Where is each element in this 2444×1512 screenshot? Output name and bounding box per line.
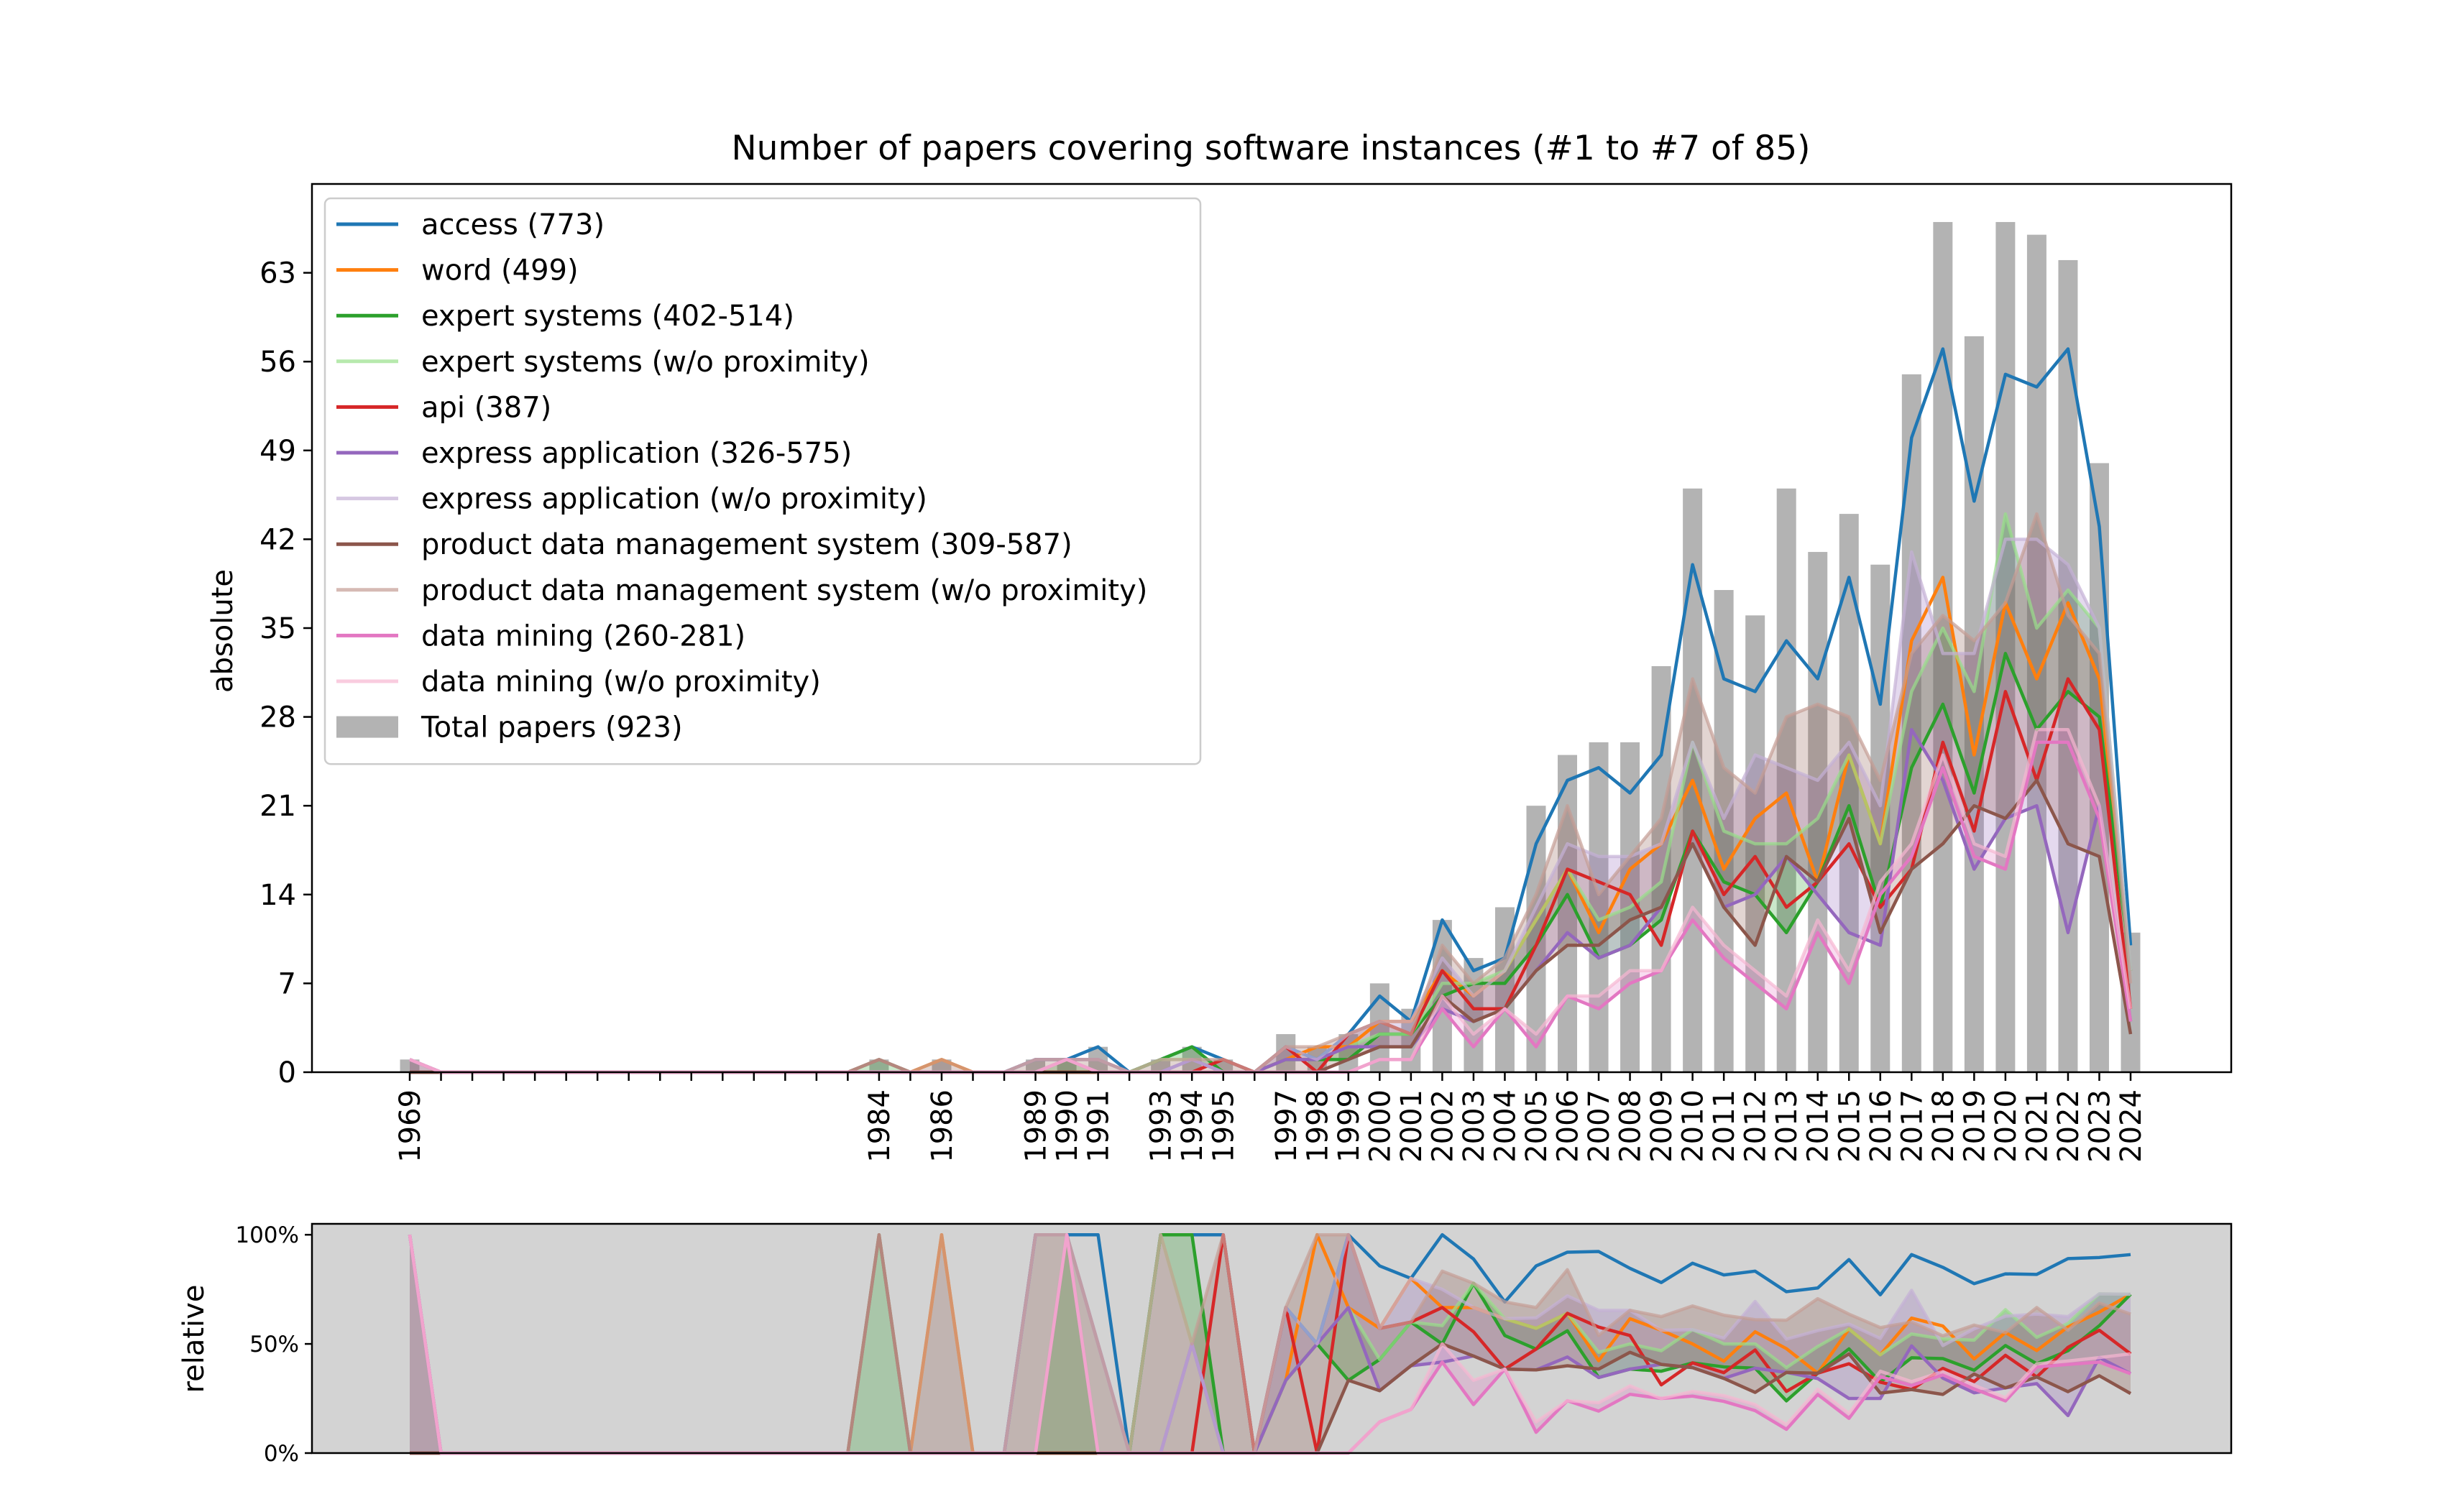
y-axis-label-relative: relative — [178, 1285, 211, 1393]
bar-2019 — [1964, 336, 1984, 1072]
rel-y-tick-label: 50% — [249, 1332, 299, 1357]
x-tick-label: 1991 — [1083, 1089, 1116, 1163]
y-tick-label: 56 — [259, 346, 296, 379]
legend-label-7: product data management system (309-587) — [421, 528, 1072, 561]
x-tick-label: 1989 — [1020, 1089, 1053, 1163]
x-tick-label: 2010 — [1677, 1089, 1710, 1163]
bar-2013 — [1776, 488, 1796, 1072]
x-tick-label: 1999 — [1333, 1089, 1366, 1163]
x-tick-label: 2014 — [1802, 1089, 1835, 1163]
x-tick-label: 1993 — [1145, 1089, 1178, 1163]
x-tick-label: 2020 — [1990, 1089, 2023, 1163]
legend-box — [323, 197, 1202, 765]
legend-label-bars: Total papers (923) — [421, 711, 683, 745]
bar-2009 — [1651, 665, 1671, 1072]
x-tick-label: 2001 — [1395, 1089, 1428, 1163]
x-tick-label: 1984 — [863, 1089, 896, 1163]
rel-y-tick-label: 100% — [235, 1222, 299, 1248]
rel-band-5 — [410, 1235, 2131, 1453]
y-tick-label: 42 — [259, 523, 296, 556]
legend-label-10: data mining (w/o proximity) — [421, 665, 821, 699]
chart-title: Number of papers covering software insta… — [732, 129, 1811, 168]
legend-label-4: api (387) — [421, 391, 551, 424]
x-tick-label: 2007 — [1583, 1089, 1616, 1163]
y-tick-label: 63 — [259, 257, 296, 290]
x-tick-label: 2003 — [1458, 1089, 1491, 1163]
bar-2014 — [1808, 552, 1828, 1072]
x-tick-label: 2006 — [1552, 1089, 1585, 1163]
x-tick-label: 1969 — [394, 1089, 427, 1163]
x-tick-label: 2005 — [1520, 1089, 1553, 1163]
band-5 — [410, 539, 2131, 1072]
legend-bar-swatch — [336, 716, 398, 738]
x-tick-label: 1998 — [1301, 1089, 1334, 1163]
x-tick-label: 2024 — [2115, 1089, 2148, 1163]
legend-label-1: word (499) — [421, 254, 579, 287]
x-tick-label: 2000 — [1364, 1089, 1397, 1163]
x-tick-label: 2002 — [1426, 1089, 1459, 1163]
x-tick-label: 2011 — [1708, 1089, 1741, 1163]
y-tick-label: 14 — [259, 879, 296, 912]
y-tick-label: 7 — [278, 967, 296, 1000]
bar-2022 — [2058, 259, 2078, 1072]
x-tick-label: 2015 — [1833, 1089, 1866, 1163]
x-tick-label: 2016 — [1865, 1089, 1898, 1163]
legend-label-0: access (773) — [421, 208, 605, 241]
y-tick-label: 0 — [278, 1056, 296, 1089]
legend-label-6: express application (w/o proximity) — [421, 483, 927, 516]
y-tick-label: 49 — [259, 435, 296, 468]
legend: access (773) word (499) expert systems (40… — [323, 197, 1202, 765]
x-tick-label: 1990 — [1051, 1089, 1084, 1163]
x-tick-label: 1994 — [1176, 1089, 1209, 1163]
relative-frame — [311, 1222, 2233, 1455]
legend-label-9: data mining (260-281) — [421, 619, 745, 653]
legend-label-5: express application (326-575) — [421, 437, 852, 470]
x-tick-label: 1995 — [1208, 1089, 1241, 1163]
x-tick-label: 2022 — [2052, 1089, 2085, 1163]
x-tick-label: 2013 — [1770, 1089, 1804, 1163]
y-tick-label: 35 — [259, 612, 296, 645]
legend-label-2: expert systems (402-514) — [421, 300, 794, 333]
legend-label-3: expert systems (w/o proximity) — [421, 346, 870, 379]
x-tick-label: 2017 — [1896, 1089, 1929, 1163]
x-tick-label: 2012 — [1740, 1089, 1773, 1163]
x-tick-label: 2004 — [1489, 1089, 1522, 1163]
y-tick-label: 21 — [259, 790, 296, 823]
x-tick-label: 1997 — [1270, 1089, 1303, 1163]
x-tick-label: 1986 — [926, 1089, 959, 1163]
x-tick-label: 2018 — [1927, 1089, 1960, 1163]
relative-plot: 0% 50% 100% — [235, 1222, 2233, 1467]
bar-2020 — [1995, 221, 2016, 1072]
rel-y-tick-label: 0% — [264, 1441, 299, 1467]
x-tick-label: 2009 — [1645, 1089, 1678, 1163]
x-tick-label: 2008 — [1614, 1089, 1648, 1163]
x-tick-label: 2019 — [1958, 1089, 1991, 1163]
x-tick-label: 2023 — [2083, 1089, 2116, 1163]
legend-label-8: product data management system (w/o prox… — [421, 574, 1147, 607]
x-tick-label: 2021 — [2021, 1089, 2054, 1163]
y-axis-label-absolute: absolute — [206, 569, 239, 693]
y-tick-label: 28 — [259, 701, 296, 734]
bar-2021 — [2026, 234, 2046, 1073]
rel-band-7 — [410, 1235, 2131, 1453]
